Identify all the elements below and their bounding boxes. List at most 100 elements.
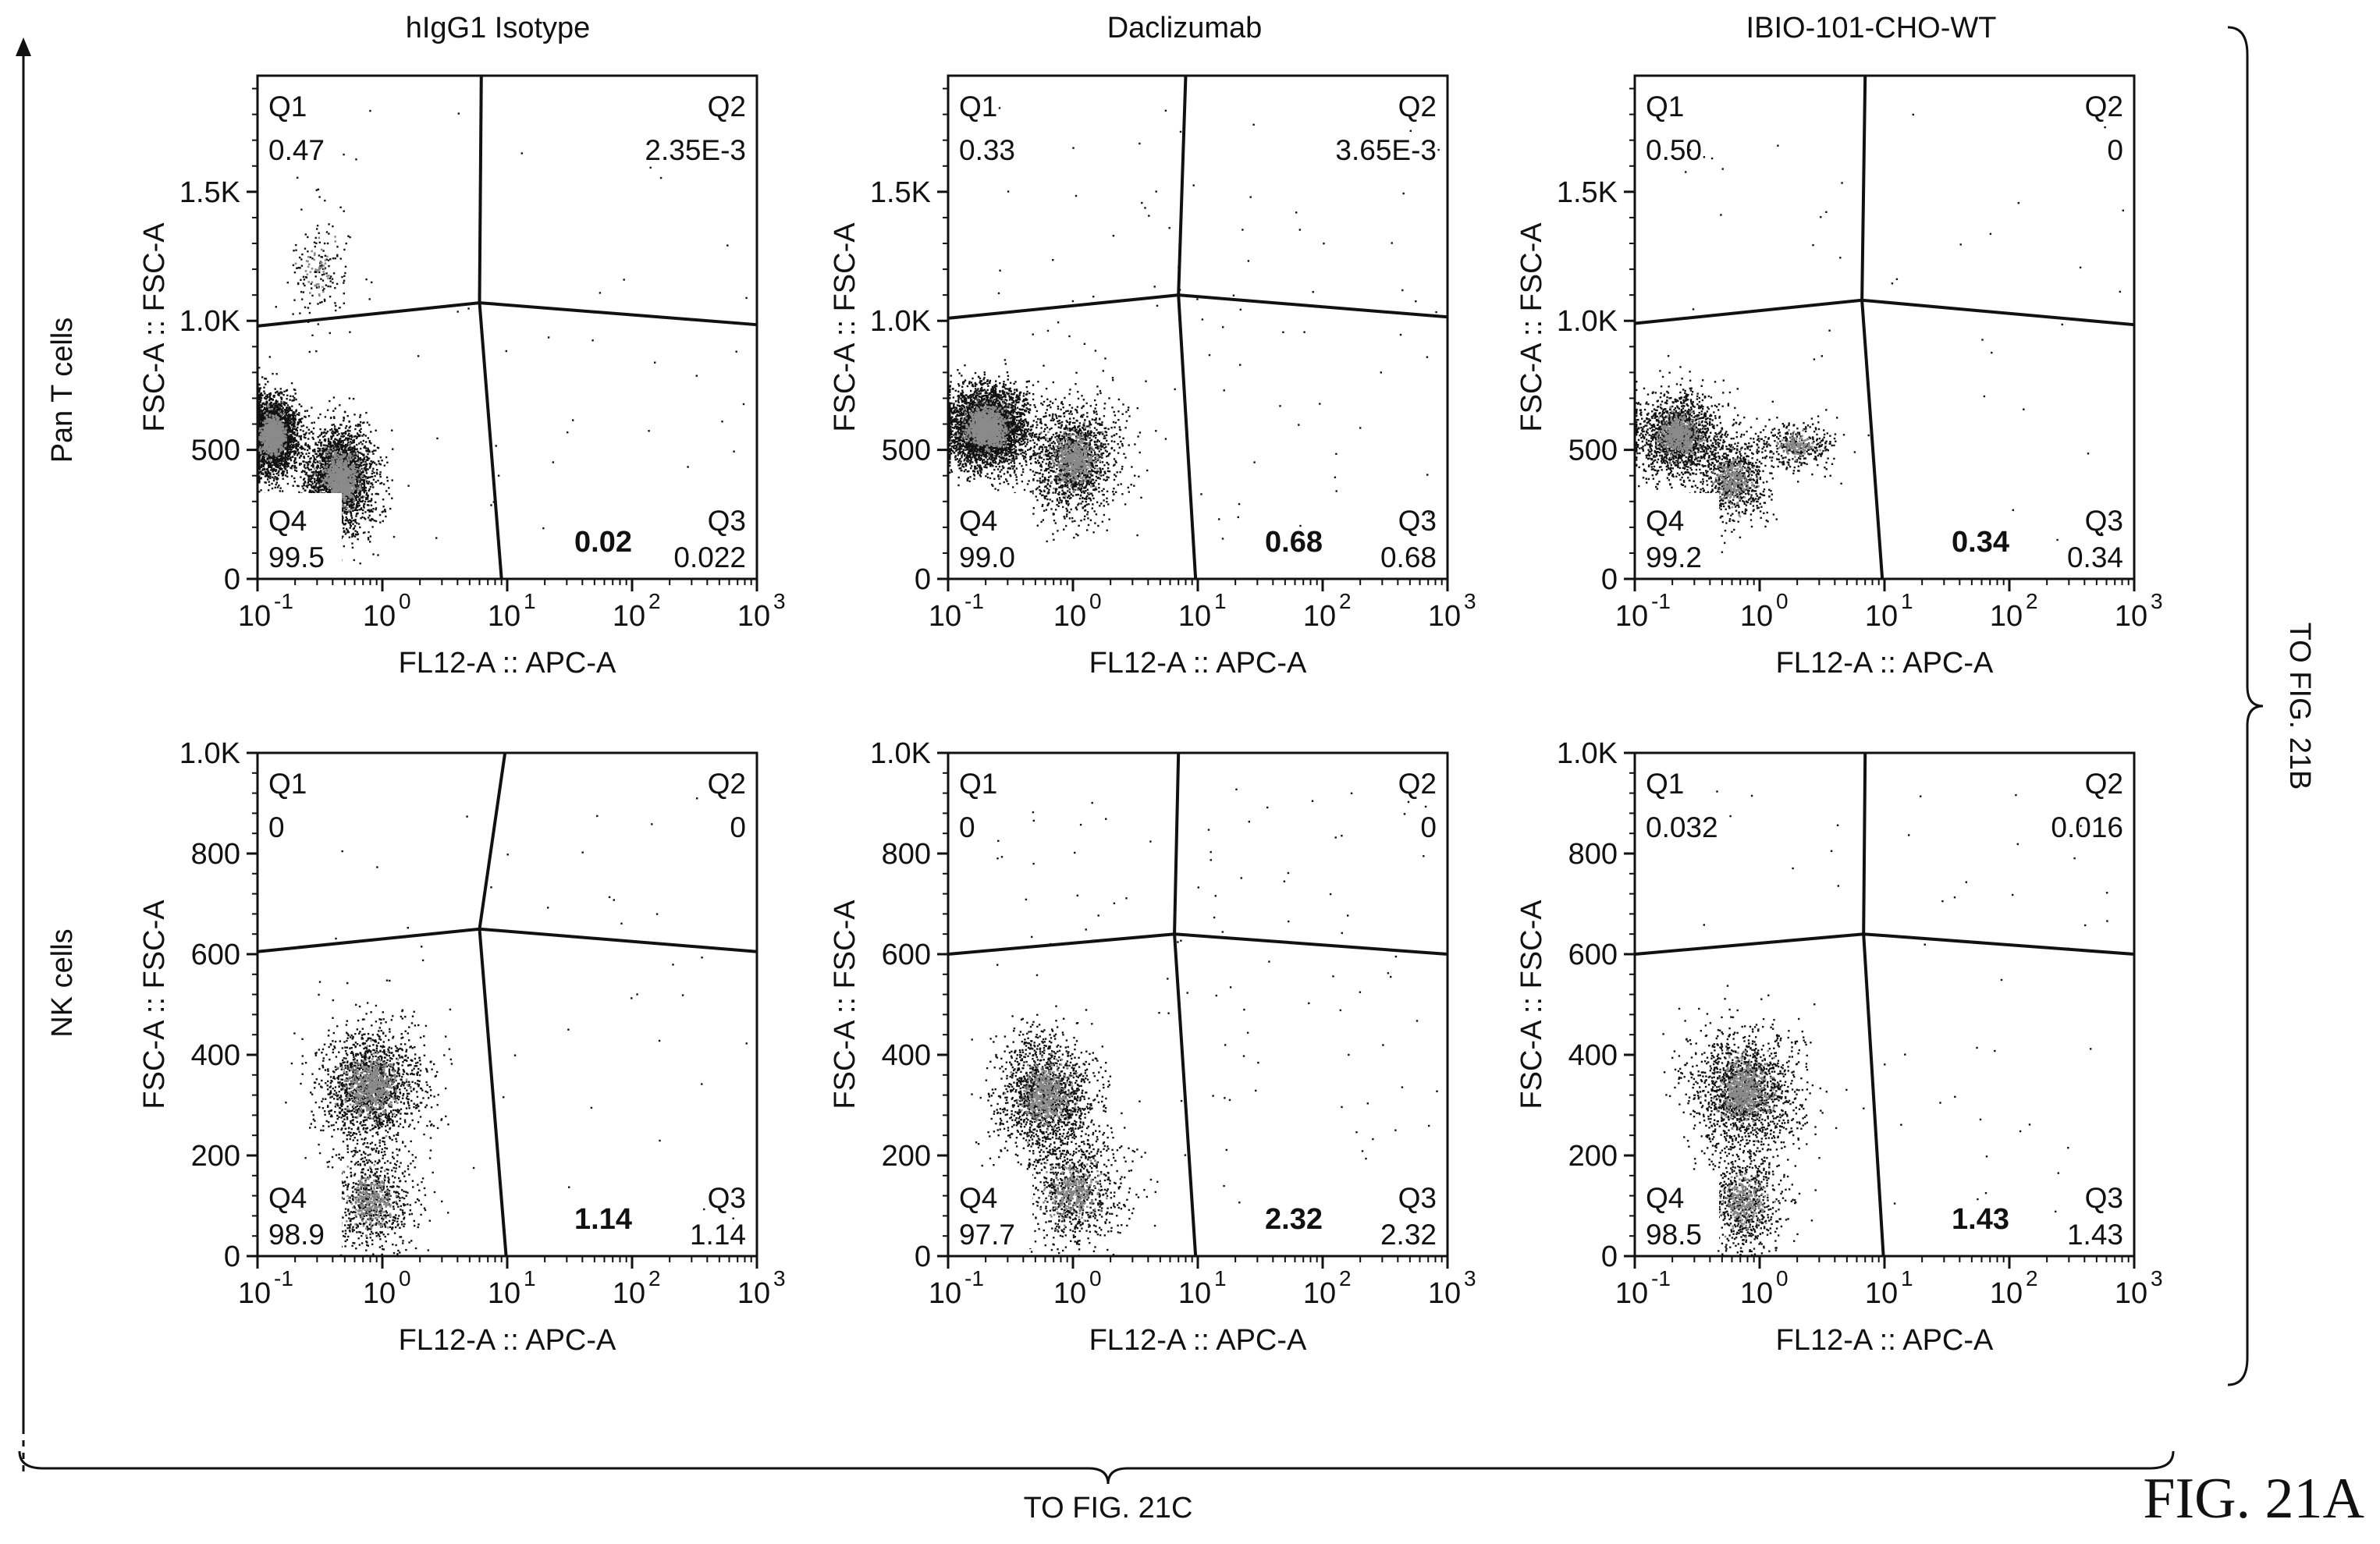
event-point-dense [284, 445, 286, 448]
event-point [279, 456, 280, 457]
event-point [277, 486, 279, 488]
event-point [286, 470, 288, 471]
event-point [295, 452, 297, 453]
event-point [293, 444, 294, 445]
event-point [261, 409, 262, 410]
event-point [266, 475, 268, 477]
event-point [275, 461, 276, 463]
event-point [304, 410, 306, 412]
event-point-dense [276, 450, 279, 453]
event-point [295, 419, 297, 421]
event-point [263, 391, 265, 392]
event-point [265, 475, 266, 477]
event-point [281, 458, 282, 460]
event-point [297, 432, 298, 434]
event-point [286, 398, 287, 399]
event-point [265, 401, 267, 403]
event-point [284, 418, 286, 420]
event-point [289, 431, 290, 432]
event-point [297, 442, 299, 443]
event-point [279, 490, 281, 492]
event-point [261, 425, 262, 427]
event-point [274, 464, 275, 466]
event-point [297, 430, 298, 431]
event-point [263, 403, 265, 404]
event-point-dense [259, 446, 261, 449]
event-point [286, 414, 287, 415]
event-point [262, 458, 264, 460]
event-point [273, 480, 275, 481]
event-point [279, 488, 281, 489]
event-point [295, 439, 297, 441]
event-point [278, 470, 279, 472]
event-point [293, 438, 294, 439]
bottom-continuation-label: TO FIG. 21C [1024, 1492, 1193, 1524]
event-point [281, 473, 282, 474]
event-point [264, 463, 265, 464]
event-point [278, 484, 279, 486]
event-point [261, 392, 262, 394]
event-point [290, 442, 292, 443]
event-point [269, 472, 271, 474]
event-point [294, 457, 296, 459]
event-point [287, 483, 289, 484]
event-point [291, 435, 293, 437]
event-point [272, 488, 273, 489]
event-point [294, 470, 296, 471]
event-point [277, 461, 279, 463]
event-point [284, 464, 286, 466]
event-point [275, 466, 277, 467]
event-point [292, 456, 293, 457]
event-point [265, 378, 267, 379]
event-point [296, 435, 297, 436]
event-point [286, 461, 287, 463]
event-point [263, 466, 265, 467]
event-point [292, 396, 293, 397]
event-point [291, 449, 293, 450]
event-point [287, 404, 289, 406]
event-point [276, 373, 278, 374]
event-point [269, 477, 271, 479]
event-point [275, 484, 277, 485]
event-point [292, 465, 293, 467]
event-point [294, 417, 296, 419]
event-point [287, 445, 289, 446]
event-point [262, 410, 264, 411]
event-point [296, 443, 297, 445]
event-point [289, 452, 290, 453]
event-point [300, 406, 302, 407]
event-point [294, 389, 296, 391]
event-point [290, 443, 292, 445]
event-point [297, 414, 298, 415]
event-point [286, 406, 288, 408]
event-point [264, 406, 265, 408]
event-point [305, 453, 307, 455]
event-point [268, 484, 270, 486]
event-point [270, 469, 272, 470]
event-point [261, 394, 263, 396]
event-point [291, 475, 293, 477]
event-point [261, 376, 263, 378]
event-point [264, 469, 265, 470]
event-point [272, 413, 273, 414]
event-point [268, 463, 270, 464]
event-point [282, 464, 283, 466]
event-point [289, 437, 290, 438]
event-point [260, 489, 261, 491]
event-point [259, 406, 261, 408]
event-point [277, 403, 279, 405]
event-point [266, 463, 268, 464]
column-title-isotype: hIgG1 Isotype [406, 12, 591, 44]
event-point [259, 395, 261, 396]
event-point [271, 483, 272, 484]
event-point [283, 391, 285, 392]
event-point [300, 435, 302, 437]
event-point [260, 416, 261, 417]
event-point [273, 396, 275, 397]
event-point [300, 455, 302, 456]
event-point [270, 457, 272, 459]
event-point [284, 409, 286, 410]
event-point [273, 474, 275, 475]
event-point [293, 477, 295, 479]
event-point [285, 422, 286, 424]
